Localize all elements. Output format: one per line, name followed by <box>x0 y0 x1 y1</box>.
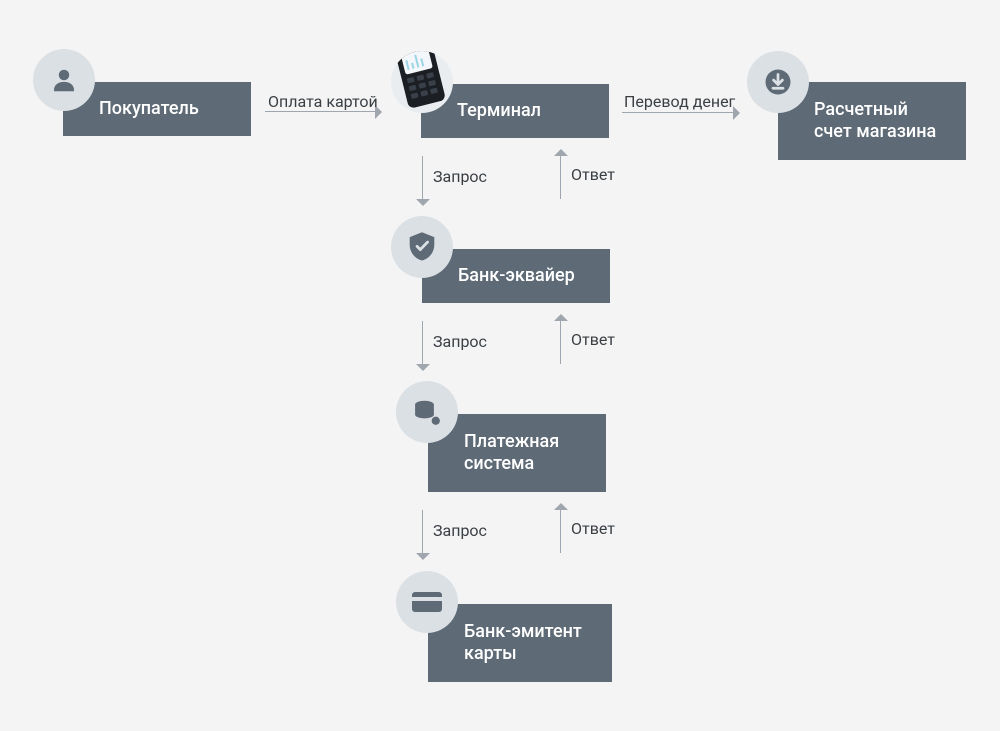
edge-label: Запрос <box>433 332 487 351</box>
person-icon <box>33 49 95 111</box>
node-label: Банк-эмитент карты <box>464 621 594 666</box>
card-icon <box>396 571 458 633</box>
arrow-head <box>416 553 430 560</box>
node-label: Терминал <box>457 100 541 123</box>
arrow-head <box>554 314 568 321</box>
shield-icon <box>391 216 453 278</box>
edge-label: Ответ <box>571 519 615 538</box>
node-label: Покупатель <box>99 98 199 121</box>
arrow-head <box>554 503 568 510</box>
node-label: Банк-эквайер <box>458 265 575 288</box>
node-issuer: Банк-эмитент карты <box>428 604 612 682</box>
node-label: Расчетный счет магазина <box>814 99 948 144</box>
diagram-canvas: Покупатель Терминал <box>0 0 1000 731</box>
edge-label: Запрос <box>433 167 487 186</box>
edge-label: Перевод денег <box>624 92 735 111</box>
edge-e4a <box>422 321 423 364</box>
edge-label: Ответ <box>571 330 615 349</box>
edge-e4b <box>560 321 561 364</box>
arrow-head <box>554 149 568 156</box>
edge-e5b <box>560 510 561 553</box>
edge-e5a <box>422 510 423 553</box>
terminal-icon <box>391 51 453 113</box>
node-label: Платежная система <box>464 431 588 476</box>
edge-label: Оплата картой <box>268 92 378 111</box>
edge-label: Ответ <box>571 165 615 184</box>
arrow-head <box>416 199 430 206</box>
download-icon <box>747 51 809 113</box>
coins-icon <box>396 381 458 443</box>
edge-e3a <box>422 156 423 199</box>
edge-e3b <box>560 156 561 199</box>
edge-label: Запрос <box>433 521 487 540</box>
edge-e1 <box>265 111 375 112</box>
edge-e2 <box>622 112 733 113</box>
arrow-head <box>416 364 430 371</box>
